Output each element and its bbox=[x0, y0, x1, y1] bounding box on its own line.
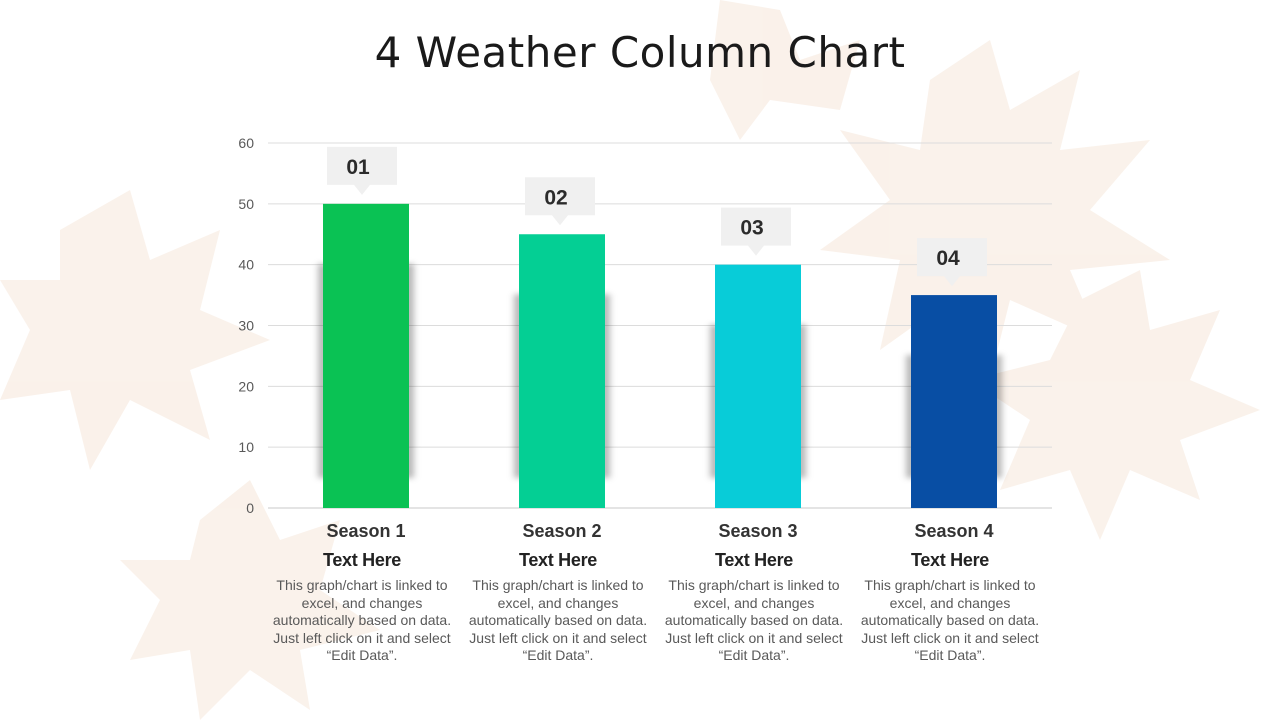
x-category-label: Season 1 bbox=[326, 521, 405, 541]
description-body: This graph/chart is linked to excel, and… bbox=[860, 577, 1040, 663]
x-category-label: Season 2 bbox=[522, 521, 601, 541]
y-axis-ticks: 0 10 20 30 40 50 60 bbox=[238, 135, 254, 516]
badge-number: 02 bbox=[544, 186, 567, 209]
badge-number: 04 bbox=[936, 247, 960, 270]
description-block: Text Here This graph/chart is linked to e… bbox=[468, 550, 648, 665]
description-block: Text Here This graph/chart is linked to e… bbox=[664, 550, 844, 665]
description-body: This graph/chart is linked to excel, and… bbox=[272, 577, 452, 663]
y-tick-label: 20 bbox=[238, 378, 254, 394]
maple-leaf-shape bbox=[710, 0, 860, 140]
badge-callout bbox=[525, 177, 595, 226]
y-tick-label: 50 bbox=[238, 196, 254, 212]
y-tick-label: 60 bbox=[238, 135, 254, 151]
bar bbox=[323, 203, 409, 509]
bar-badge: 03 bbox=[721, 207, 791, 256]
badge-callout bbox=[721, 207, 791, 256]
description-body: This graph/chart is linked to excel, and… bbox=[664, 577, 844, 663]
bars: 01 02 03 04 bbox=[315, 146, 1005, 509]
maple-leaf-shape bbox=[970, 270, 1260, 540]
description-block: Text Here This graph/chart is linked to e… bbox=[860, 550, 1040, 665]
slide-title: 4 Weather Column Chart bbox=[374, 28, 906, 77]
maple-leaf-shape bbox=[820, 40, 1170, 380]
bar bbox=[911, 295, 997, 508]
bar-badge: 02 bbox=[525, 177, 595, 226]
description-block: Text Here This graph/chart is linked to e… bbox=[272, 550, 452, 665]
description-title: Text Here bbox=[910, 550, 989, 570]
maple-leaf-shape bbox=[120, 480, 380, 720]
maple-leaf-shape bbox=[0, 190, 270, 470]
bar bbox=[519, 234, 605, 508]
bar-badge: 04 bbox=[917, 238, 987, 287]
bar-badge: 01 bbox=[327, 146, 397, 195]
bar bbox=[715, 264, 801, 508]
badge-number: 01 bbox=[346, 156, 370, 179]
y-tick-label: 0 bbox=[246, 500, 254, 516]
y-tick-label: 10 bbox=[238, 439, 254, 455]
x-category-label: Season 3 bbox=[718, 521, 797, 541]
description-title: Text Here bbox=[714, 550, 793, 570]
badge-callout bbox=[327, 146, 397, 195]
badge-number: 03 bbox=[740, 217, 763, 240]
badge-callout bbox=[917, 238, 987, 287]
description-body: This graph/chart is linked to excel, and… bbox=[468, 577, 648, 663]
x-category-label: Season 4 bbox=[914, 521, 993, 541]
y-tick-label: 30 bbox=[238, 318, 254, 334]
x-axis-categories: Season 1 Season 2 Season 3 Season 4 bbox=[326, 521, 993, 541]
y-tick-label: 40 bbox=[238, 257, 254, 273]
description-title: Text Here bbox=[322, 550, 401, 570]
description-title: Text Here bbox=[518, 550, 597, 570]
